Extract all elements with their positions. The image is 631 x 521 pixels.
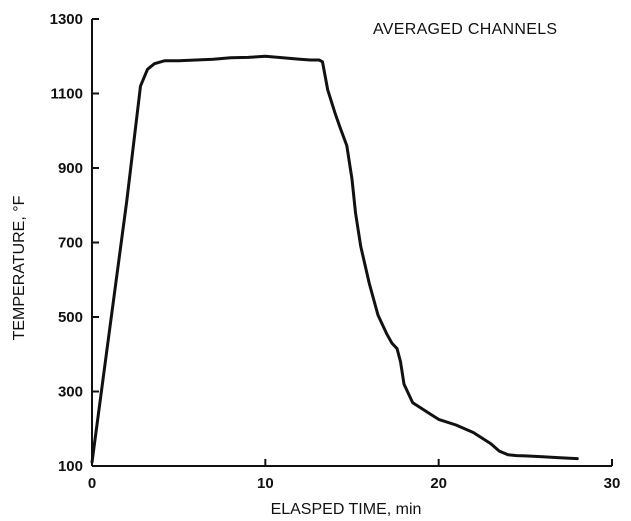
x-tick-label: 30 <box>604 475 621 492</box>
x-tick-label: 10 <box>257 475 274 492</box>
axes <box>91 19 612 467</box>
y-axis-title: TEMPERATURE, °F <box>11 195 28 340</box>
y-tick-label: 1300 <box>50 11 83 28</box>
series-group <box>90 54 579 464</box>
x-axis-title: ELASPED TIME, min <box>271 501 422 518</box>
y-tick-label: 100 <box>58 458 83 475</box>
y-ticks: 100 300 500 700 900 1100 1300 <box>50 11 99 475</box>
y-tick-label: 900 <box>58 160 83 177</box>
x-tick-label: 20 <box>430 475 447 492</box>
y-tick-label: 500 <box>58 309 83 326</box>
x-ticks: 0 10 20 30 <box>88 459 621 492</box>
y-tick-label: 300 <box>58 384 83 401</box>
y-tick-label: 1100 <box>50 86 83 103</box>
chart-annotation: AVERAGED CHANNELS <box>373 21 557 38</box>
y-tick-label: 700 <box>58 235 83 252</box>
series-line-1 <box>90 54 579 464</box>
x-tick-label: 0 <box>88 475 96 492</box>
